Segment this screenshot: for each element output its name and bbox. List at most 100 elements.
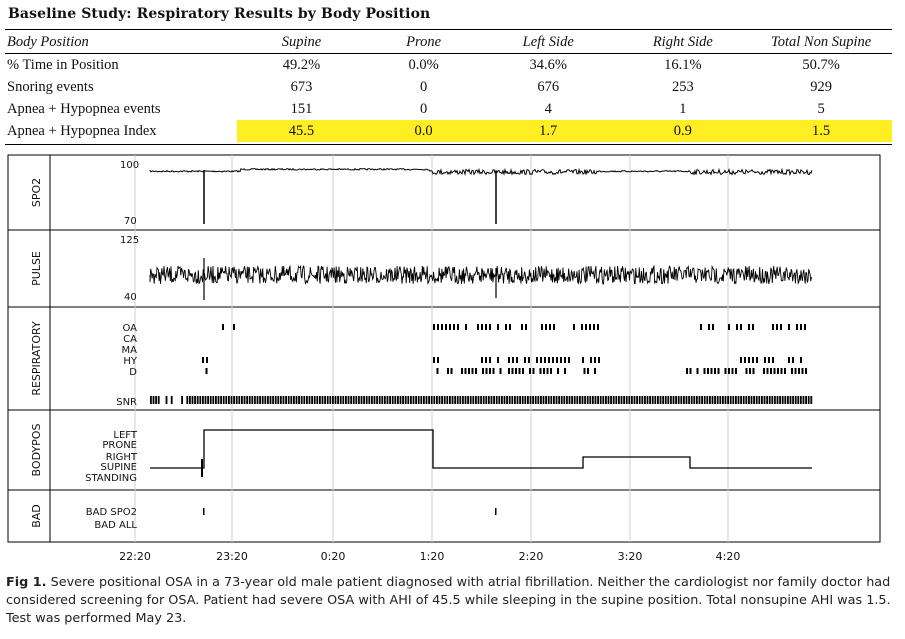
snr-event-mark xyxy=(267,396,269,404)
title-rule xyxy=(5,29,892,30)
snr-event-mark xyxy=(542,396,545,404)
snr-event-mark xyxy=(407,396,410,404)
event-mark xyxy=(748,357,750,363)
snr-event-mark xyxy=(540,396,542,404)
event-mark xyxy=(777,368,779,374)
table-cell: 0.0 xyxy=(366,120,481,142)
panel-label-pulse: PULSE xyxy=(30,251,43,286)
event-mark xyxy=(485,324,487,330)
header-supine: Supine xyxy=(236,31,367,54)
table-row: % Time in Position 49.2% 0.0% 34.6% 16.1% 50.… xyxy=(5,54,892,77)
bad-signal-mark xyxy=(495,508,497,515)
event-mark xyxy=(485,368,488,374)
snr-event-mark xyxy=(800,396,802,404)
event-mark xyxy=(548,357,550,363)
snr-event-mark xyxy=(269,396,272,404)
spo2-max-label: 100 xyxy=(120,160,139,171)
snr-event-mark xyxy=(332,396,334,404)
time-tick-label: 2:20 xyxy=(519,550,544,563)
snr-event-mark xyxy=(690,396,693,404)
snr-event-mark xyxy=(719,396,722,404)
event-mark xyxy=(461,368,463,374)
resp-channel-label: OA xyxy=(122,323,137,334)
event-mark xyxy=(805,368,807,374)
event-mark xyxy=(700,324,702,330)
snr-event-mark xyxy=(311,396,313,404)
event-mark xyxy=(748,324,750,330)
row-label: Apnea + Hypopnea events xyxy=(7,101,161,117)
event-mark xyxy=(780,368,783,374)
event-mark xyxy=(499,368,502,374)
event-mark xyxy=(712,324,714,330)
snr-event-mark xyxy=(472,396,475,404)
snr-event-mark xyxy=(605,396,607,404)
event-mark xyxy=(505,324,507,330)
table-cell: 1.5 xyxy=(750,120,892,142)
event-mark xyxy=(770,368,772,374)
snr-event-mark xyxy=(313,396,316,404)
snr-event-mark xyxy=(417,396,420,404)
caption-text: Severe positional OSA in a 73-year old m… xyxy=(6,575,891,626)
event-mark xyxy=(766,368,769,374)
event-mark xyxy=(509,324,511,330)
snr-event-mark xyxy=(384,396,386,404)
event-mark xyxy=(497,357,499,363)
snr-event-mark xyxy=(568,396,571,404)
resp-channel-label: MA xyxy=(122,345,138,356)
panel-label-bad: BAD xyxy=(30,504,43,528)
event-mark xyxy=(202,357,204,363)
event-mark xyxy=(441,324,443,330)
snr-event-mark xyxy=(368,396,371,404)
event-mark xyxy=(594,368,596,374)
snr-event-mark xyxy=(378,396,381,404)
snr-event-mark xyxy=(789,396,792,404)
snr-event-mark xyxy=(381,396,384,404)
event-mark xyxy=(583,368,586,374)
snr-event-mark xyxy=(202,396,204,404)
header-right-side: Right Side xyxy=(615,31,751,54)
table-cell: 50.7% xyxy=(802,57,840,73)
event-mark xyxy=(464,368,467,374)
snr-event-mark xyxy=(680,396,683,404)
resp-channel-label: HY xyxy=(123,356,138,367)
snr-event-mark xyxy=(701,396,703,404)
snr-event-mark xyxy=(670,396,672,404)
event-mark xyxy=(764,357,766,363)
event-mark xyxy=(749,368,751,374)
event-mark xyxy=(528,357,530,363)
event-mark xyxy=(511,368,514,374)
event-mark xyxy=(447,368,449,374)
snr-event-mark xyxy=(776,396,779,404)
header-left-side: Left Side xyxy=(480,31,616,54)
snr-event-mark xyxy=(490,396,493,404)
event-mark xyxy=(564,368,566,374)
event-mark xyxy=(724,368,727,374)
event-mark xyxy=(445,324,447,330)
snr-event-mark xyxy=(316,396,319,404)
snr-event-mark xyxy=(623,396,625,404)
snr-event-mark xyxy=(524,396,527,404)
event-mark xyxy=(489,368,491,374)
snr-event-mark xyxy=(243,396,246,404)
body-position-label: LEFT xyxy=(113,430,137,441)
event-mark xyxy=(482,368,484,374)
snr-event-mark xyxy=(503,396,506,404)
table-bottom-rule xyxy=(5,144,892,145)
snr-event-mark xyxy=(664,396,667,404)
snr-event-mark xyxy=(399,396,402,404)
event-mark xyxy=(573,324,575,330)
snr-event-mark xyxy=(293,396,295,404)
snr-event-mark xyxy=(373,396,376,404)
snr-event-mark xyxy=(802,396,805,404)
event-mark xyxy=(794,368,797,374)
table-row: Apnea + Hypopnea Index 45.5 0.0 1.7 0.9 1.5 xyxy=(5,120,892,142)
event-mark xyxy=(485,357,487,363)
snr-event-mark xyxy=(750,396,753,404)
event-mark xyxy=(740,324,742,330)
snr-event-mark xyxy=(579,396,581,404)
snr-event-mark xyxy=(235,396,238,404)
snr-event-mark xyxy=(397,396,399,404)
snr-event-mark xyxy=(191,396,194,404)
panel-frame-bad xyxy=(7,489,881,543)
snr-event-mark xyxy=(667,396,670,404)
